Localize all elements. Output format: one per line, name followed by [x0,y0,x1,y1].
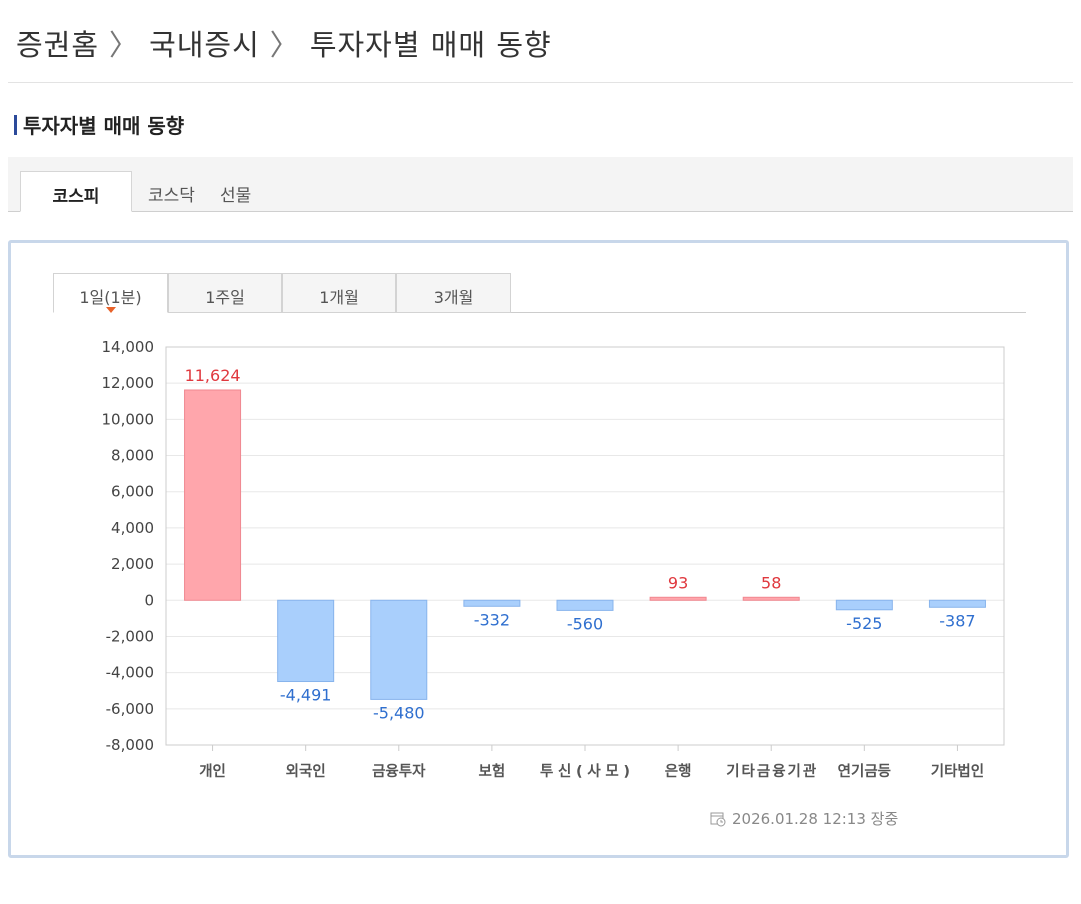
market-tabs: 코스피 코스닥 선물 [8,157,1073,212]
x-tick-label: 기타금융기관 [726,763,817,780]
x-tick-label: 외국인 [286,762,326,780]
tab-kospi[interactable]: 코스피 [20,171,132,212]
breadcrumb-current: 투자자별 매매 동향 [309,28,552,62]
divider [8,82,1073,83]
x-tick-label: 보험 [479,763,506,780]
tab-1day[interactable]: 1일(1분) [53,273,168,313]
data-label: -525 [846,614,882,633]
data-label: -332 [474,610,510,629]
data-label: -4,491 [280,686,332,705]
chart-panel: 1일(1분) 1주일 1개월 3개월 [8,240,1069,858]
data-label: -560 [567,614,603,633]
tab-3month[interactable]: 3개월 [396,273,511,313]
bar-2 [277,599,335,683]
tab-kosdaq[interactable]: 코스닥 [148,186,195,206]
tab-1week[interactable]: 1주일 [168,273,282,313]
y-tick-label: 12,000 [102,374,155,392]
y-tick-label: -8,000 [106,736,154,754]
x-tick-label: 기타법인 [931,762,984,780]
y-tick-label: 2,000 [111,555,154,573]
y-tick-label: -2,000 [106,627,154,645]
bar-3 [370,599,428,700]
bar-5 [556,599,614,611]
breadcrumb-separator: 〉 [269,28,300,62]
x-tick-label: 연기금등 [838,763,891,780]
bar-1 [184,389,242,601]
y-tick-label: -4,000 [106,664,154,682]
data-label: 11,624 [185,366,241,385]
y-tick-label: 10,000 [102,410,155,428]
data-label: -5,480 [373,703,425,722]
y-tick-label: 4,000 [111,519,154,537]
x-tick-label: 개인 [199,762,226,780]
breadcrumb-home[interactable]: 증권홈 [16,28,100,62]
bar-6 [649,596,707,601]
y-tick-label: 0 [144,591,154,609]
x-tick-label: 은행 [665,763,692,780]
timestamp: 2026.01.28 12:13 장중 [710,808,898,829]
calendar-clock-icon [710,812,726,826]
title-marker [14,114,17,135]
tab-1month[interactable]: 1개월 [282,273,396,313]
breadcrumb: 증권홈 〉 국내증시 〉 투자자별 매매 동향 [16,22,552,64]
y-tick-label: 8,000 [111,447,154,465]
active-indicator-icon [105,307,116,313]
data-label: 58 [761,573,781,592]
bar-9 [928,599,986,608]
x-tick-label: 투신(사모) [540,763,630,780]
section-title: 투자자별 매매 동향 [14,110,184,139]
bar-4 [463,599,521,607]
data-label: -387 [939,611,975,630]
tab-label: 1일(1분) [79,288,142,307]
period-tabs: 1일(1분) 1주일 1개월 3개월 [53,273,1026,313]
y-tick-label: 6,000 [111,483,154,501]
bar-8 [835,599,893,611]
section-title-text: 투자자별 매매 동향 [23,114,185,138]
y-tick-label: 14,000 [102,338,155,356]
tab-futures[interactable]: 선물 [220,186,252,206]
y-tick-label: -6,000 [106,700,154,718]
breadcrumb-domestic[interactable]: 국내증시 [149,28,260,62]
x-tick-label: 금융투자 [372,763,426,780]
bar-7 [742,596,800,601]
breadcrumb-separator: 〉 [109,28,140,62]
timestamp-text: 2026.01.28 12:13 장중 [732,810,899,828]
data-label: 93 [668,573,688,592]
